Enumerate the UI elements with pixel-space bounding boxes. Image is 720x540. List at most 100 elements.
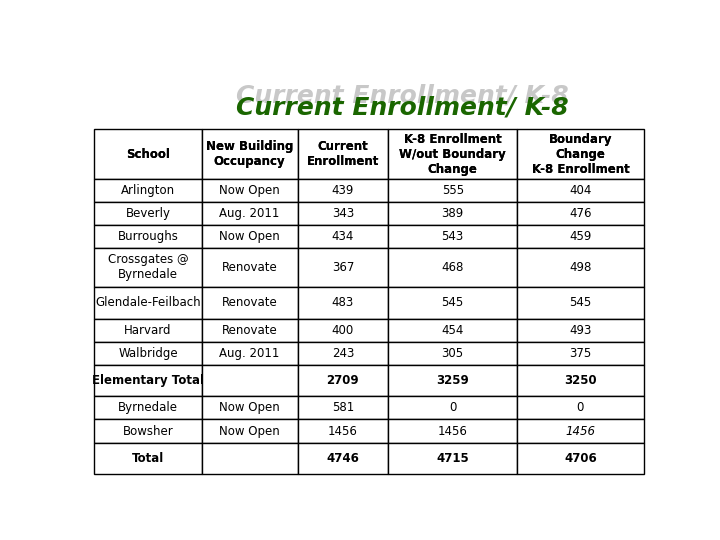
Text: School: School (126, 147, 170, 160)
Bar (388, 342, 517, 364)
Text: Now Open: Now Open (219, 424, 280, 437)
Text: 0: 0 (577, 402, 584, 415)
Text: 2709: 2709 (327, 374, 359, 387)
Text: Boundary
Change
K-8 Enrollment: Boundary Change K-8 Enrollment (531, 132, 629, 176)
Text: Aug. 2011: Aug. 2011 (220, 347, 280, 360)
Text: Elementary Total: Elementary Total (92, 374, 204, 387)
Bar (94, 225, 202, 248)
Text: Current
Enrollment: Current Enrollment (307, 140, 379, 168)
Text: Bowsher: Bowsher (122, 424, 174, 437)
Text: K-8 Enrollment
W/out Boundary
Change: K-8 Enrollment W/out Boundary Change (400, 132, 506, 176)
Bar (297, 442, 388, 474)
Text: Current Enrollment/ K-8: Current Enrollment/ K-8 (236, 96, 569, 120)
Text: 454: 454 (441, 323, 464, 336)
Text: 493: 493 (570, 323, 592, 336)
Text: 4706: 4706 (564, 452, 597, 465)
Bar (388, 129, 517, 179)
Text: Renovate: Renovate (222, 296, 277, 309)
Bar (202, 420, 297, 442)
Text: 3250: 3250 (564, 374, 597, 387)
Bar (388, 319, 517, 342)
Bar (517, 319, 644, 342)
Text: School: School (126, 147, 170, 160)
Text: 545: 545 (441, 296, 464, 309)
Text: 476: 476 (569, 207, 592, 220)
Bar (94, 342, 202, 364)
Text: Now Open: Now Open (219, 230, 280, 243)
Bar (517, 342, 644, 364)
Bar (94, 248, 202, 287)
Bar (94, 364, 202, 396)
Bar (388, 248, 517, 287)
Bar (297, 248, 388, 287)
Bar (517, 287, 644, 319)
Text: 305: 305 (441, 347, 464, 360)
Bar (202, 129, 297, 179)
Text: 1456: 1456 (328, 424, 358, 437)
Bar (388, 396, 517, 420)
Bar (517, 129, 644, 179)
Text: 400: 400 (332, 323, 354, 336)
Bar (297, 342, 388, 364)
Bar (94, 179, 202, 202)
Text: 375: 375 (570, 347, 592, 360)
Bar (517, 248, 644, 287)
Text: 389: 389 (441, 207, 464, 220)
Bar (517, 179, 644, 202)
Bar (297, 179, 388, 202)
Text: New Building
Occupancy: New Building Occupancy (206, 140, 293, 168)
Text: 581: 581 (332, 402, 354, 415)
Bar (94, 287, 202, 319)
Bar (94, 319, 202, 342)
Bar (202, 364, 297, 396)
Bar (202, 202, 297, 225)
Text: 483: 483 (332, 296, 354, 309)
Text: 555: 555 (441, 184, 464, 197)
Text: 4715: 4715 (436, 452, 469, 465)
Text: 468: 468 (441, 261, 464, 274)
Bar (388, 202, 517, 225)
Bar (202, 396, 297, 420)
Bar (388, 287, 517, 319)
Text: Burroughs: Burroughs (117, 230, 179, 243)
Bar (297, 319, 388, 342)
Text: 545: 545 (570, 296, 592, 309)
Text: 543: 543 (441, 230, 464, 243)
Bar (517, 442, 644, 474)
Text: 343: 343 (332, 207, 354, 220)
Bar (94, 129, 202, 179)
Text: 3259: 3259 (436, 374, 469, 387)
Bar (94, 442, 202, 474)
Text: Current
Enrollment: Current Enrollment (307, 140, 379, 168)
Bar (202, 179, 297, 202)
Bar (517, 202, 644, 225)
Text: Now Open: Now Open (219, 184, 280, 197)
Bar (94, 396, 202, 420)
Bar (202, 342, 297, 364)
Bar (297, 225, 388, 248)
Text: 1456: 1456 (438, 424, 468, 437)
Bar (388, 364, 517, 396)
Bar (388, 225, 517, 248)
Text: 439: 439 (332, 184, 354, 197)
Text: 243: 243 (332, 347, 354, 360)
Text: 459: 459 (570, 230, 592, 243)
Bar (297, 129, 388, 179)
Bar (517, 364, 644, 396)
Text: Boundary
Change
K-8 Enrollment: Boundary Change K-8 Enrollment (531, 132, 629, 176)
Text: Current Enrollment/ K-8: Current Enrollment/ K-8 (236, 84, 569, 107)
Text: Crossgates @
Byrnedale: Crossgates @ Byrnedale (107, 253, 189, 281)
Bar (517, 396, 644, 420)
Bar (388, 420, 517, 442)
Text: Total: Total (132, 452, 164, 465)
Bar (202, 248, 297, 287)
Text: Byrnedale: Byrnedale (118, 402, 178, 415)
Bar (388, 442, 517, 474)
Text: Glendale-Feilbach: Glendale-Feilbach (95, 296, 201, 309)
Text: Arlington: Arlington (121, 184, 175, 197)
Text: New Building
Occupancy: New Building Occupancy (206, 140, 293, 168)
Bar (202, 287, 297, 319)
Bar (388, 179, 517, 202)
Bar (297, 420, 388, 442)
Bar (297, 202, 388, 225)
